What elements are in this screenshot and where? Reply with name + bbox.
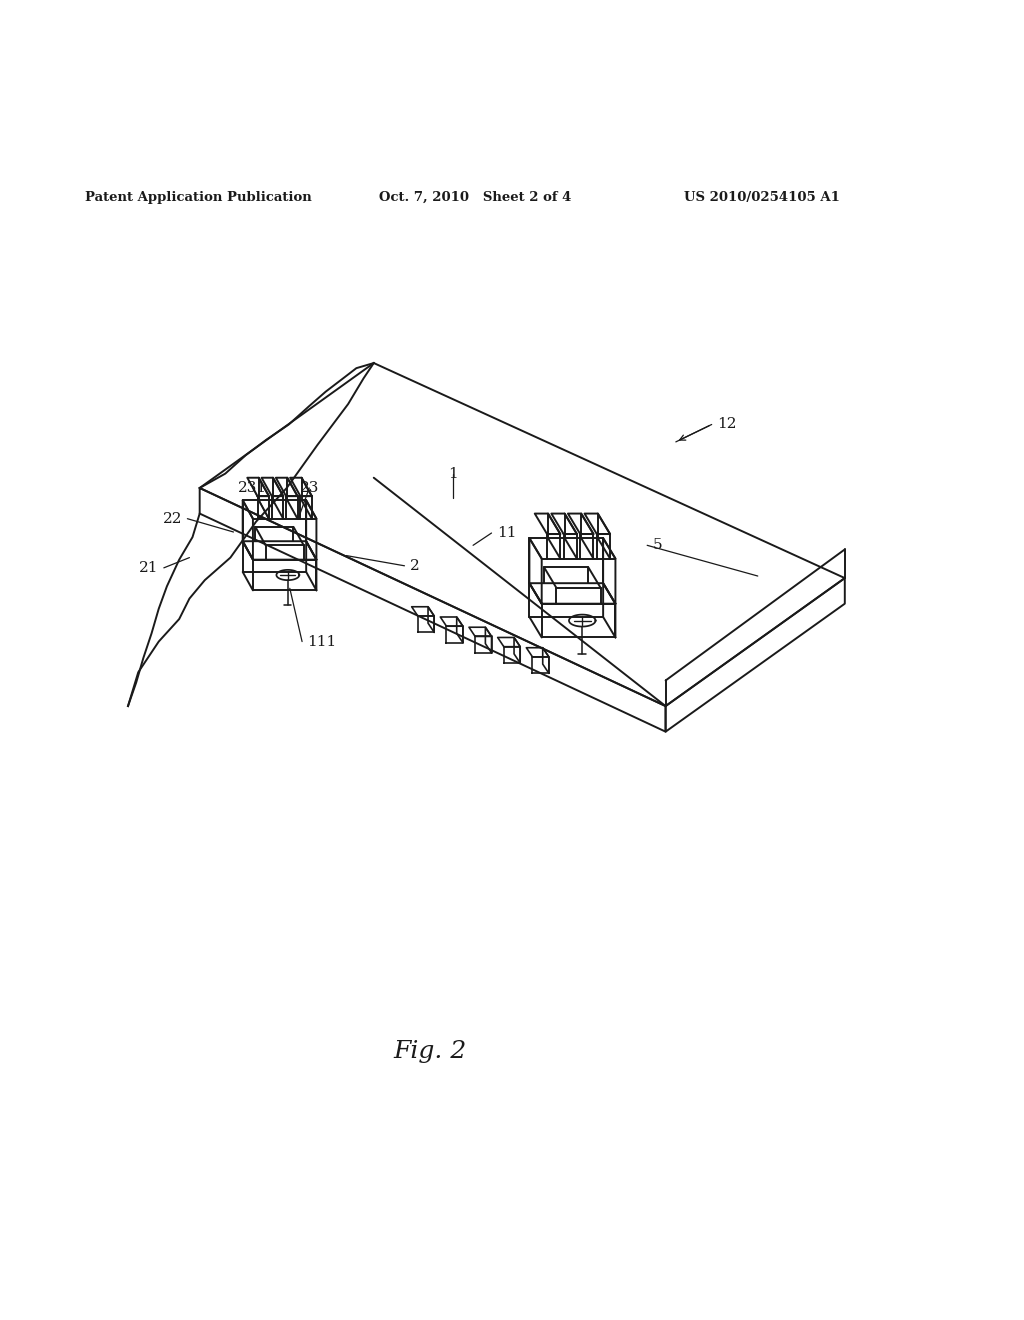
Text: 11: 11 xyxy=(497,527,516,540)
Text: 22: 22 xyxy=(163,512,182,525)
Text: Fig. 2: Fig. 2 xyxy=(393,1040,467,1063)
Text: 111: 111 xyxy=(307,635,337,648)
Text: 231: 231 xyxy=(239,480,267,495)
Text: 5: 5 xyxy=(652,539,662,552)
Text: 23: 23 xyxy=(300,480,318,495)
Text: Patent Application Publication: Patent Application Publication xyxy=(85,190,311,203)
Text: US 2010/0254105 A1: US 2010/0254105 A1 xyxy=(684,190,840,203)
Text: 12: 12 xyxy=(717,417,736,432)
Text: 2: 2 xyxy=(410,558,420,573)
Text: Oct. 7, 2010   Sheet 2 of 4: Oct. 7, 2010 Sheet 2 of 4 xyxy=(379,190,571,203)
Text: 1: 1 xyxy=(447,467,458,480)
Text: 21: 21 xyxy=(139,561,159,574)
